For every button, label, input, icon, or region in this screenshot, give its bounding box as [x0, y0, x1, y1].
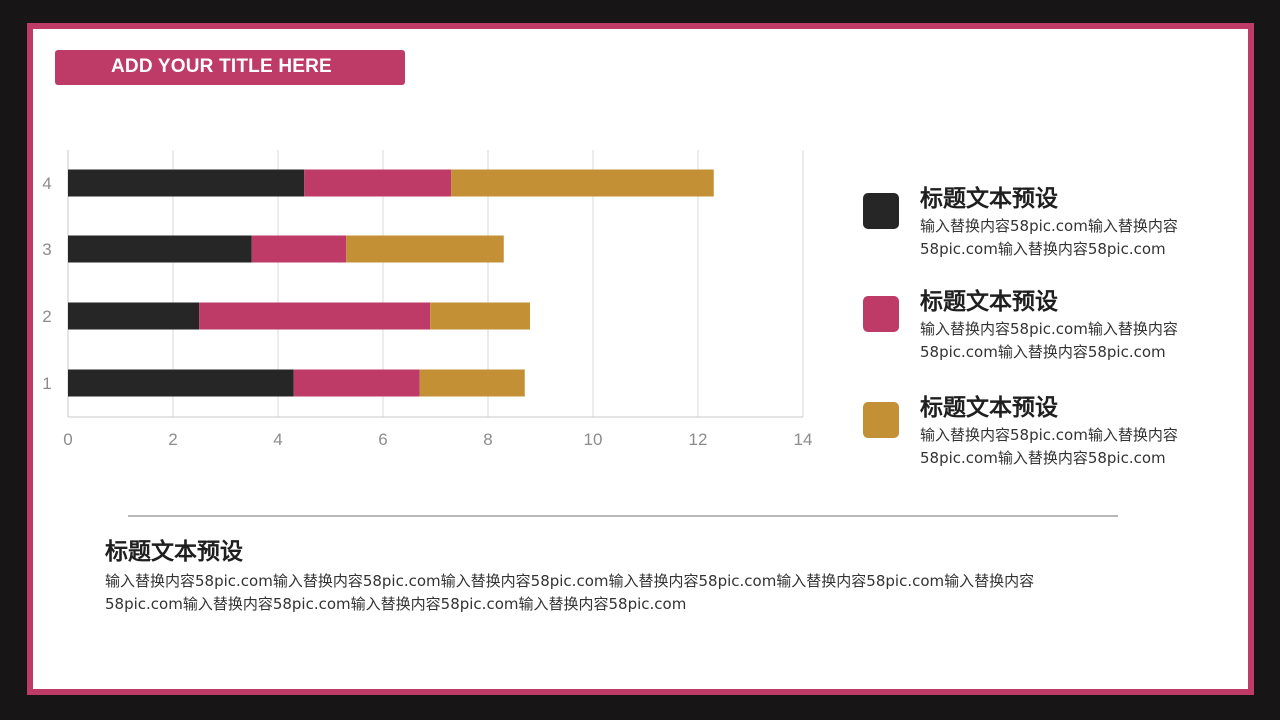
slide: ADD YOUR TITLE HERE 0 2 4 6 8 10 12 14 1 2 3 4 标题文本…	[33, 29, 1248, 689]
legend-swatch-1	[863, 193, 899, 229]
x-tick-label: 10	[584, 430, 603, 449]
y-tick-label: 3	[42, 240, 51, 259]
bar-segment	[68, 302, 200, 330]
bar-segment	[68, 369, 294, 397]
bar-segment	[68, 235, 252, 263]
legend-title-1: 标题文本预设	[920, 186, 1058, 212]
y-tick-label: 2	[42, 307, 51, 326]
y-tick-label: 4	[42, 174, 51, 193]
x-tick-label: 6	[378, 430, 387, 449]
slide-frame: ADD YOUR TITLE HERE 0 2 4 6 8 10 12 14 1 2 3 4 标题文本…	[27, 23, 1254, 695]
x-tick-label: 0	[63, 430, 72, 449]
bar-segment	[419, 369, 525, 397]
section-divider	[128, 515, 1118, 517]
bar-segment	[430, 302, 530, 330]
bar-segment	[251, 235, 347, 263]
y-tick-label: 1	[42, 374, 51, 393]
x-tick-label: 4	[273, 430, 282, 449]
legend-title-2: 标题文本预设	[920, 289, 1058, 315]
bar-segment	[346, 235, 504, 263]
bottom-section-title: 标题文本预设	[105, 539, 243, 565]
legend-desc-2: 输入替换内容58pic.com输入替换内容58pic.com输入替换内容58pi…	[920, 320, 1178, 361]
bar-segment	[293, 369, 420, 397]
bar-segment	[304, 169, 452, 197]
x-tick-label: 12	[689, 430, 708, 449]
bar-segment	[451, 169, 714, 197]
x-tick-label: 14	[794, 430, 813, 449]
bottom-section-text: 输入替换内容58pic.com输入替换内容58pic.com输入替换内容58pi…	[105, 572, 1035, 613]
legend-swatch-2	[863, 296, 899, 332]
legend-desc-1: 输入替换内容58pic.com输入替换内容58pic.com输入替换内容58pi…	[920, 217, 1178, 258]
bar-segment	[68, 169, 305, 197]
bar-segment	[199, 302, 431, 330]
legend-desc-3: 输入替换内容58pic.com输入替换内容58pic.com输入替换内容58pi…	[920, 426, 1178, 467]
x-tick-label: 8	[483, 430, 492, 449]
slide-title[interactable]: ADD YOUR TITLE HERE	[55, 50, 405, 85]
legend-swatch-3	[863, 402, 899, 438]
x-tick-label: 2	[168, 430, 177, 449]
legend-title-3: 标题文本预设	[920, 395, 1058, 421]
